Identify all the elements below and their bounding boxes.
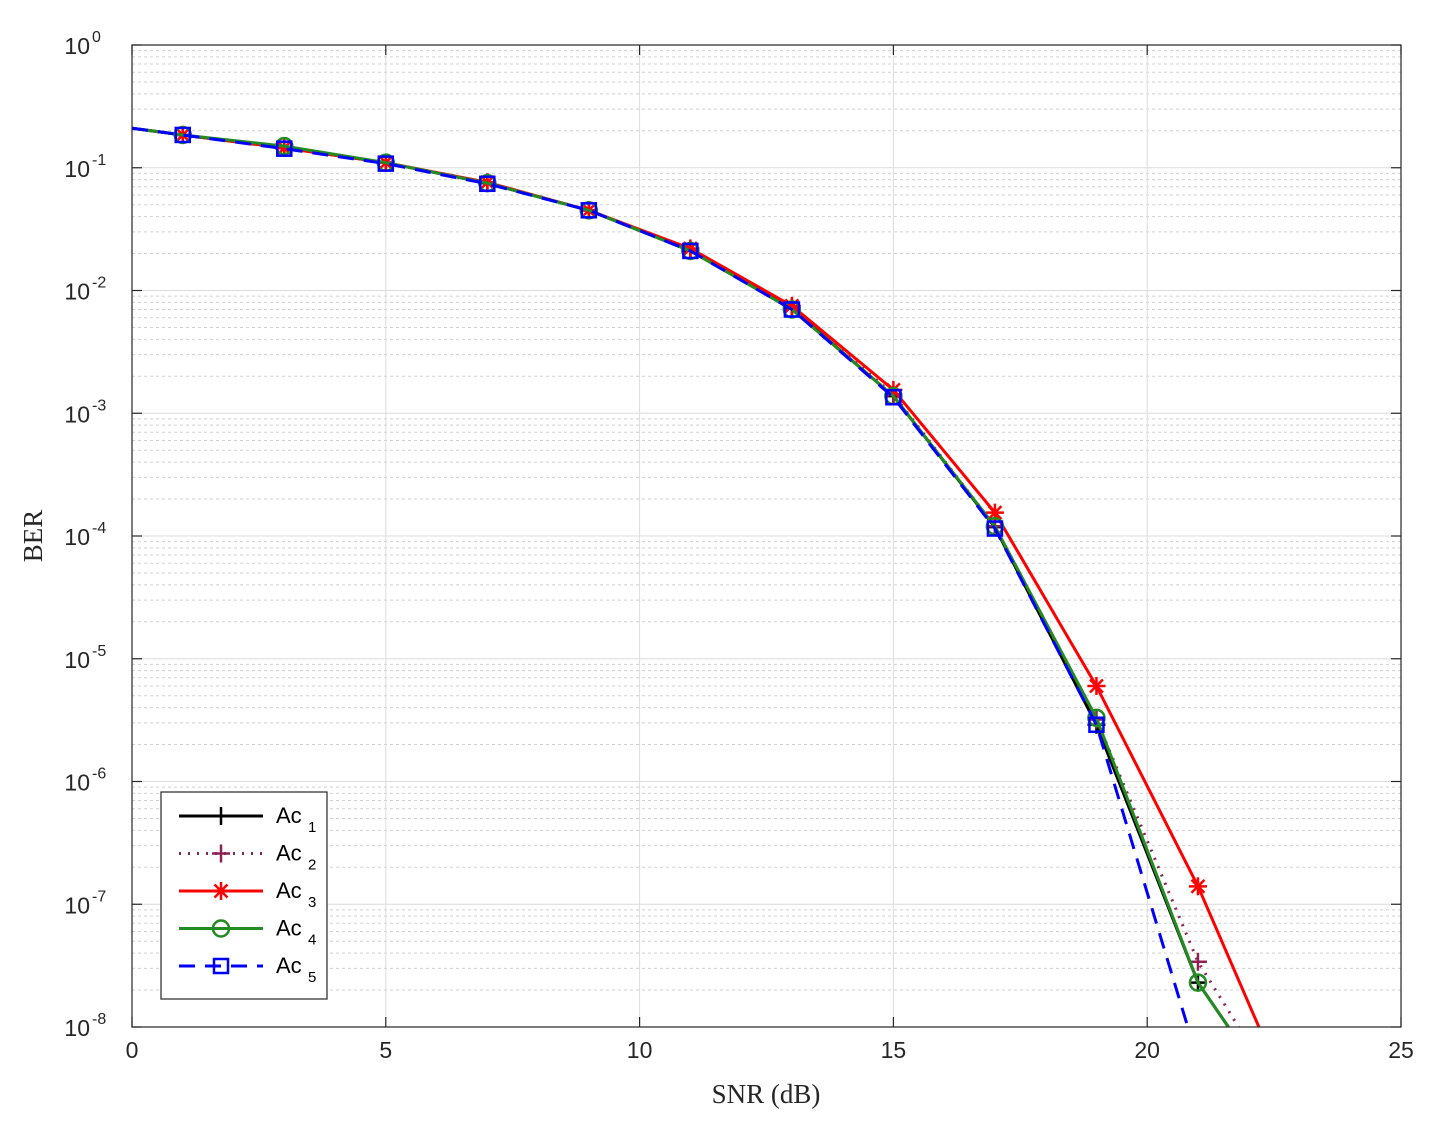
x-tick-label: 25 [1388,1037,1414,1063]
data-point [479,175,496,193]
data-point [1188,952,1207,971]
legend-label: Ac [276,878,302,903]
legend-marker [212,807,230,825]
legend-item: Ac 3 [179,878,316,911]
x-tick-label: 15 [881,1037,907,1063]
y-tick-exponent: 0 [92,29,101,46]
data-point [1188,877,1207,896]
y-tick-exponent: -5 [92,643,106,660]
series-line [132,126,1190,1027]
legend: Ac 1 Ac 2 Ac 3 Ac 4 Ac 5 [160,791,328,1000]
legend-label-subscript: 5 [308,969,316,986]
legend-box [160,791,328,1000]
y-tick-exponent: -1 [92,152,106,169]
y-tick-label: 10 [64,892,90,918]
y-tick-exponent: -6 [92,766,106,783]
series-group [132,125,1261,1027]
legend-label-subscript: 2 [308,857,316,874]
y-tick-label: 10 [64,156,90,182]
data-point [783,301,801,318]
ticks: 10-810-710-610-510-410-310-210-110 00 5 10 1… [64,29,1413,1063]
data-point [174,126,192,144]
y-tick-label: 10 [64,401,90,427]
data-point [1188,973,1208,992]
legend-marker [212,882,230,900]
legend-label: Ac [276,953,302,978]
legend-label-subscript: 4 [308,932,316,949]
y-axis-label: BER [18,510,48,563]
legend-marker [212,844,230,863]
y-tick-label: 10 [64,524,90,550]
data-point [885,389,902,406]
data-point [377,155,395,172]
y-tick-label: 10 [64,33,90,59]
legend-item: Ac 1 [179,803,316,836]
y-tick-exponent: -8 [92,1011,106,1028]
y-tick-label: 10 [64,1015,90,1041]
y-tick-exponent: -7 [92,888,106,905]
legend-label: Ac [276,916,302,941]
y-tick-exponent: -2 [92,275,106,292]
y-tick-label: 10 [64,647,90,673]
legend-item: Ac 2 [179,841,316,874]
y-tick-exponent: -4 [92,520,106,537]
data-point [580,202,598,219]
y-tick-exponent: -3 [92,397,106,414]
data-point [1088,716,1105,733]
x-tick-label: 20 [1134,1037,1160,1063]
data-point [986,520,1004,537]
data-point [1087,676,1106,695]
x-axis-label: SNR (dB) [712,1079,821,1109]
series-5 [132,126,1190,1027]
legend-marker [212,957,230,975]
legend-label-subscript: 1 [308,819,316,836]
y-tick-label: 10 [64,279,90,305]
legend-label: Ac [276,803,302,828]
y-tick-label: 10 [64,770,90,796]
x-tick-label: 10 [627,1037,653,1063]
data-point [682,242,699,260]
legend-item: Ac 4 [179,916,316,949]
legend-marker [211,919,231,938]
data-point [276,140,293,157]
legend-item: Ac 5 [179,953,316,986]
x-tick-label: 5 [379,1037,392,1063]
legend-label: Ac [276,841,302,866]
legend-label-subscript: 3 [308,894,316,911]
x-tick-label: 0 [126,1037,139,1063]
